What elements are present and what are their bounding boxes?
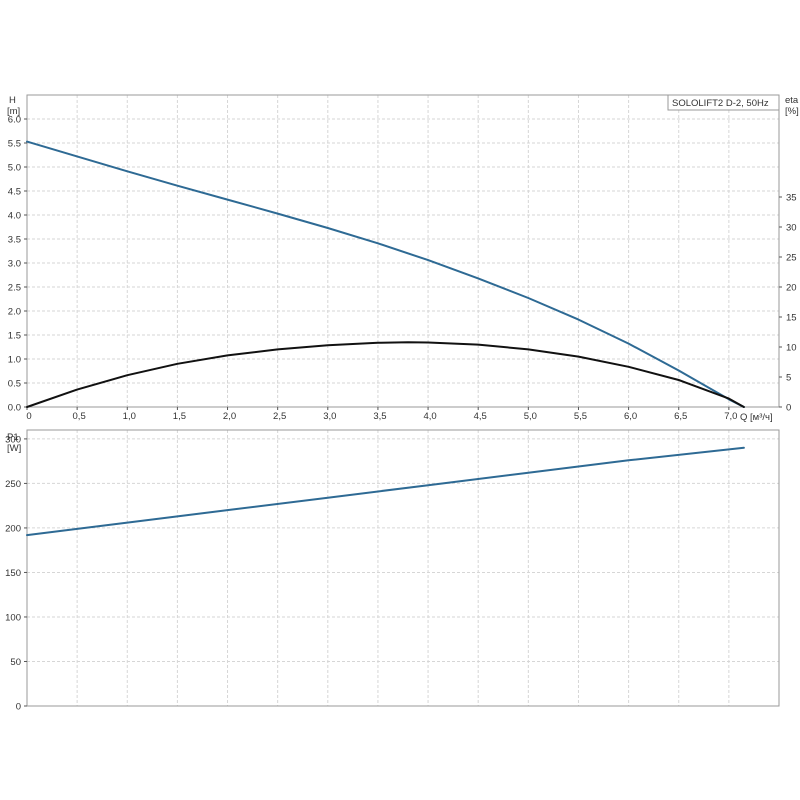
bottom-y-tick-label: 300 bbox=[5, 434, 21, 445]
x-tick-label: 2,0 bbox=[223, 411, 236, 422]
left-y-tick-label: 2.0 bbox=[8, 307, 21, 318]
bottom-y-tick-label: 250 bbox=[5, 479, 21, 490]
left-y-tick-label: 4.0 bbox=[8, 211, 21, 222]
left-y-tick-label: 5.0 bbox=[8, 163, 21, 174]
x-tick-label: 5,0 bbox=[524, 411, 537, 422]
x-tick-label: 3,0 bbox=[323, 411, 336, 422]
y-axis-unit-eta: [%] bbox=[785, 106, 799, 117]
x-axis-label-q: Q [м³/ч] bbox=[740, 412, 773, 423]
x-tick-label: 4,5 bbox=[474, 411, 487, 422]
top-chart-series bbox=[26, 140, 745, 408]
right-y-tick-label: 5 bbox=[786, 373, 791, 384]
head-efficiency-chart: 0 0,5 1,0 1,5 2,0 2,5 3,0 3,5 4,0 4,5 5,0 5,5 6,0 6,5… bbox=[7, 94, 799, 423]
left-y-tick-label: 1.0 bbox=[8, 355, 21, 366]
left-y-tick-label: 3.5 bbox=[8, 235, 21, 246]
bottom-y-tick-label: 50 bbox=[10, 657, 21, 668]
y-axis-label-eta: eta bbox=[785, 95, 799, 106]
right-y-tick-label: 20 bbox=[786, 283, 797, 294]
x-tick-label: 5,5 bbox=[574, 411, 587, 422]
x-tick-label: 7,0 bbox=[724, 411, 737, 422]
bottom-chart-frame bbox=[26, 429, 780, 707]
bottom-chart-ticks: 0 50 100 150 200 250 300 bbox=[5, 434, 27, 713]
y-axis-unit-p1: [W] bbox=[7, 443, 21, 454]
legend-box bbox=[667, 94, 780, 111]
bottom-chart-grid bbox=[27, 430, 779, 706]
bottom-y-tick-label: 150 bbox=[5, 568, 21, 579]
left-y-tick-label: 2.5 bbox=[8, 283, 21, 294]
left-y-tick-label: 4.5 bbox=[8, 187, 21, 198]
x-tick-label: 0 bbox=[26, 411, 31, 422]
x-tick-label: 6,5 bbox=[674, 411, 687, 422]
y-axis-label-h: H bbox=[9, 95, 16, 106]
left-y-tick-label: 5.5 bbox=[8, 139, 21, 150]
right-y-tick-label: 30 bbox=[786, 223, 797, 234]
bottom-chart-series bbox=[26, 446, 745, 537]
left-y-tick-label: 1.5 bbox=[8, 331, 21, 342]
right-y-tick-label: 15 bbox=[786, 313, 797, 324]
x-tick-label: 1,5 bbox=[173, 411, 186, 422]
y-axis-label-p1: P1 bbox=[7, 432, 19, 443]
top-chart-grid bbox=[27, 95, 779, 407]
legend-label: SOLOLIFT2 D-2, 50Hz bbox=[672, 98, 769, 109]
right-y-tick-label: 0 bbox=[786, 403, 791, 414]
power-chart: 0 50 100 150 200 250 300 P1 [W] bbox=[5, 429, 780, 713]
bottom-y-tick-label: 0 bbox=[16, 702, 21, 713]
left-y-tick-label: 0.0 bbox=[8, 403, 21, 414]
left-y-tick-label: 3.0 bbox=[8, 259, 21, 270]
y-axis-unit-h: [m] bbox=[7, 106, 20, 117]
power-curve bbox=[26, 446, 745, 537]
right-y-tick-label: 25 bbox=[786, 253, 797, 264]
x-tick-label: 1,0 bbox=[123, 411, 136, 422]
top-chart-frame bbox=[26, 94, 780, 408]
top-chart-ticks: 0 0,5 1,0 1,5 2,0 2,5 3,0 3,5 4,0 4,5 5,0 5,5 6,0 6,5… bbox=[8, 115, 797, 423]
left-y-tick-label: 6.0 bbox=[8, 115, 21, 126]
left-y-tick-label: 0.5 bbox=[8, 379, 21, 390]
chart-legend: SOLOLIFT2 D-2, 50Hz bbox=[667, 94, 780, 111]
x-tick-label: 6,0 bbox=[624, 411, 637, 422]
efficiency-curve bbox=[26, 341, 745, 408]
bottom-y-tick-label: 200 bbox=[5, 523, 21, 534]
x-tick-label: 3,5 bbox=[373, 411, 386, 422]
x-tick-label: 0,5 bbox=[73, 411, 86, 422]
x-tick-label: 4,0 bbox=[423, 411, 436, 422]
right-y-tick-label: 10 bbox=[786, 343, 797, 354]
head-curve bbox=[26, 140, 745, 408]
x-tick-label: 2,5 bbox=[273, 411, 286, 422]
right-y-tick-label: 35 bbox=[786, 193, 797, 204]
bottom-y-tick-label: 100 bbox=[5, 612, 21, 623]
